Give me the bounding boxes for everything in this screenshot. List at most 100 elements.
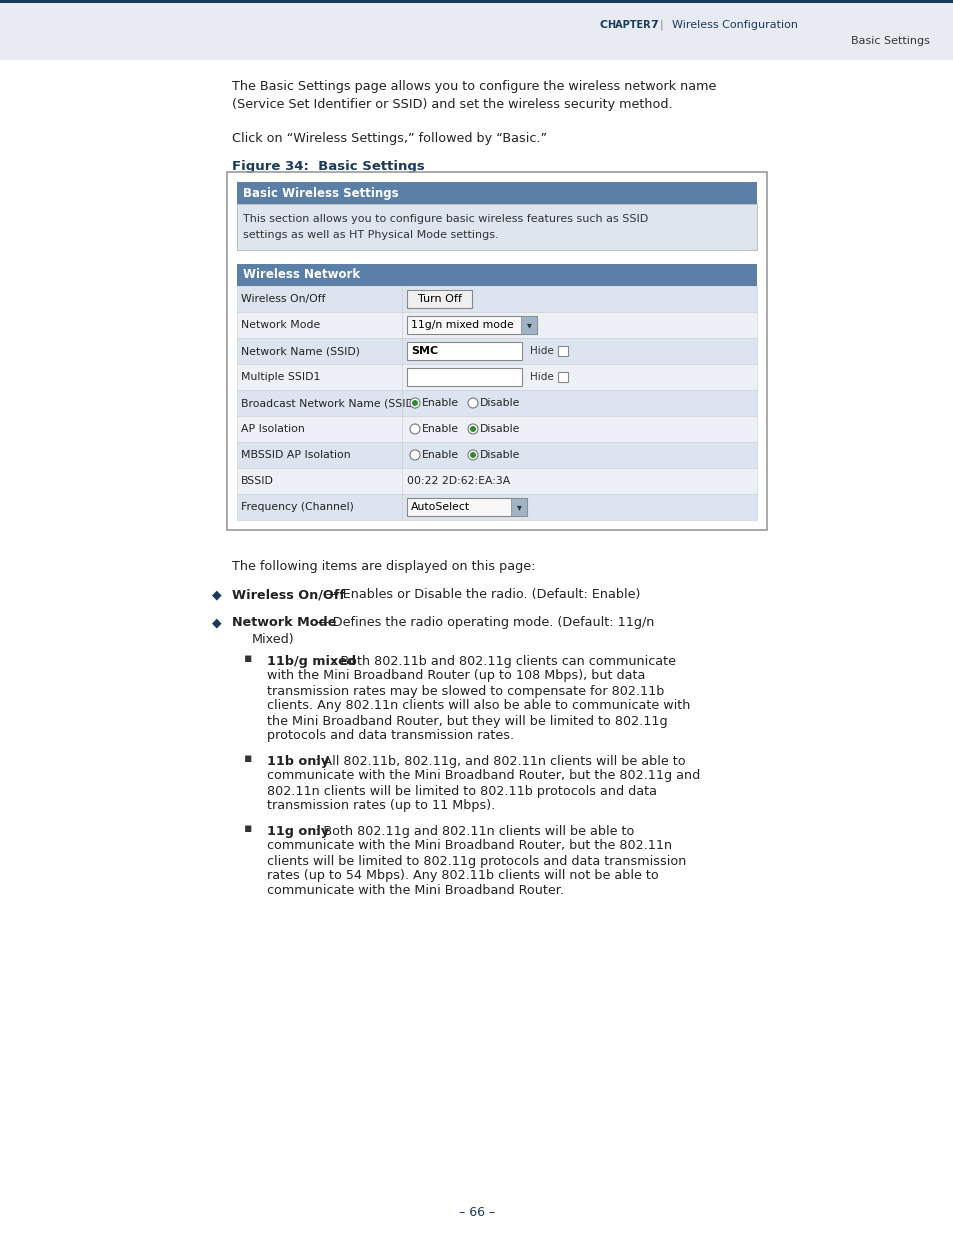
Bar: [401, 494, 757, 520]
Text: BSSID: BSSID: [241, 475, 274, 487]
Bar: [407, 498, 526, 516]
Text: Broadcast Network Name (SSID): Broadcast Network Name (SSID): [241, 398, 417, 408]
Text: 11b/g mixed: 11b/g mixed: [267, 655, 355, 667]
Text: communicate with the Mini Broadband Router, but the 802.11g and: communicate with the Mini Broadband Rout…: [267, 769, 700, 783]
Text: protocols and data transmission rates.: protocols and data transmission rates.: [267, 730, 514, 742]
Text: communicate with the Mini Broadband Router, but the 802.11n: communicate with the Mini Broadband Rout…: [267, 840, 672, 852]
Text: ◆: ◆: [212, 616, 221, 629]
Bar: [407, 316, 537, 333]
Text: settings as well as HT Physical Mode settings.: settings as well as HT Physical Mode set…: [243, 230, 498, 240]
Text: 11g only: 11g only: [267, 825, 329, 837]
Text: Wireless On/Off: Wireless On/Off: [241, 294, 325, 304]
Bar: [407, 290, 472, 308]
Text: AP Isolation: AP Isolation: [241, 424, 304, 433]
Text: Hide: Hide: [530, 372, 553, 382]
Bar: [0, 0, 953, 2]
Bar: [401, 468, 757, 494]
Text: clients will be limited to 802.11g protocols and data transmission: clients will be limited to 802.11g proto…: [267, 855, 685, 867]
Circle shape: [410, 424, 419, 433]
Bar: [236, 416, 401, 442]
Text: Enable: Enable: [421, 424, 458, 433]
Text: 7: 7: [649, 20, 657, 30]
Bar: [511, 498, 526, 516]
Circle shape: [410, 450, 419, 459]
Text: ▪: ▪: [244, 752, 253, 766]
Text: : All 802.11b, 802.11g, and 802.11n clients will be able to: : All 802.11b, 802.11g, and 802.11n clie…: [314, 755, 684, 767]
Text: — Defines the radio operating mode. (Default: 11g/n: — Defines the radio operating mode. (Def…: [312, 616, 654, 629]
Text: 802.11n clients will be limited to 802.11b protocols and data: 802.11n clients will be limited to 802.1…: [267, 784, 657, 798]
Bar: [236, 442, 401, 468]
Bar: [407, 342, 521, 359]
Text: Network Name (SSID): Network Name (SSID): [241, 346, 359, 356]
Text: rates (up to 54 Mbps). Any 802.11b clients will not be able to: rates (up to 54 Mbps). Any 802.11b clien…: [267, 869, 659, 883]
Bar: [236, 264, 757, 287]
Circle shape: [470, 452, 476, 458]
Text: Basic Wireless Settings: Basic Wireless Settings: [243, 186, 398, 200]
Text: 00:22 2D:62:EA:3A: 00:22 2D:62:EA:3A: [407, 475, 510, 487]
Text: Enable: Enable: [421, 450, 458, 459]
Text: – 66 –: – 66 –: [458, 1207, 495, 1219]
Text: Network Mode: Network Mode: [232, 616, 336, 629]
Bar: [236, 204, 757, 249]
Text: : Both 802.11b and 802.11g clients can communicate: : Both 802.11b and 802.11g clients can c…: [332, 655, 676, 667]
Text: Hide: Hide: [530, 346, 553, 356]
Circle shape: [410, 398, 419, 408]
Text: clients. Any 802.11n clients will also be able to communicate with: clients. Any 802.11n clients will also b…: [267, 699, 690, 713]
Text: Enable: Enable: [421, 398, 458, 408]
Text: ◆: ◆: [212, 588, 221, 601]
Text: Figure 34:  Basic Settings: Figure 34: Basic Settings: [232, 161, 424, 173]
Bar: [236, 287, 401, 312]
Text: ▾: ▾: [526, 320, 531, 330]
Bar: [401, 390, 757, 416]
Bar: [236, 468, 401, 494]
Text: the Mini Broadband Router, but they will be limited to 802.11g: the Mini Broadband Router, but they will…: [267, 715, 667, 727]
Text: transmission rates (up to 11 Mbps).: transmission rates (up to 11 Mbps).: [267, 799, 495, 813]
Text: Basic Settings: Basic Settings: [850, 36, 929, 46]
Circle shape: [468, 398, 477, 408]
Text: HAPTER: HAPTER: [606, 20, 650, 30]
Text: Disable: Disable: [479, 424, 519, 433]
Bar: [236, 494, 401, 520]
Text: ▪: ▪: [244, 823, 253, 836]
Bar: [401, 442, 757, 468]
Text: communicate with the Mini Broadband Router.: communicate with the Mini Broadband Rout…: [267, 884, 563, 898]
Text: ▪: ▪: [244, 652, 253, 666]
Text: : Both 802.11g and 802.11n clients will be able to: : Both 802.11g and 802.11n clients will …: [314, 825, 634, 837]
Text: SMC: SMC: [411, 346, 437, 356]
Bar: [407, 368, 521, 387]
Text: Mixed): Mixed): [252, 632, 294, 646]
Circle shape: [412, 400, 417, 406]
Bar: [401, 287, 757, 312]
Text: AutoSelect: AutoSelect: [411, 501, 470, 513]
Text: Disable: Disable: [479, 398, 519, 408]
Text: The Basic Settings page allows you to configure the wireless network name: The Basic Settings page allows you to co…: [232, 80, 716, 93]
Text: Click on “Wireless Settings,” followed by “Basic.”: Click on “Wireless Settings,” followed b…: [232, 132, 547, 144]
Circle shape: [470, 426, 476, 432]
Text: 11g/n mixed mode: 11g/n mixed mode: [411, 320, 514, 330]
Bar: [0, 0, 953, 61]
Circle shape: [468, 450, 477, 459]
Bar: [558, 346, 567, 356]
Bar: [236, 338, 401, 364]
Bar: [236, 312, 401, 338]
Text: ▾: ▾: [516, 501, 521, 513]
Text: Wireless Configuration: Wireless Configuration: [671, 20, 797, 30]
Text: Network Mode: Network Mode: [241, 320, 320, 330]
Bar: [558, 372, 567, 382]
Text: C: C: [599, 20, 607, 30]
Bar: [520, 316, 537, 333]
Text: |: |: [659, 20, 663, 30]
Bar: [227, 172, 766, 530]
Circle shape: [468, 424, 477, 433]
Text: with the Mini Broadband Router (up to 108 Mbps), but data: with the Mini Broadband Router (up to 10…: [267, 669, 644, 683]
Text: Wireless Network: Wireless Network: [243, 268, 359, 282]
Bar: [236, 390, 401, 416]
Bar: [401, 364, 757, 390]
Bar: [401, 338, 757, 364]
Text: transmission rates may be slowed to compensate for 802.11b: transmission rates may be slowed to comp…: [267, 684, 663, 698]
Text: MBSSID AP Isolation: MBSSID AP Isolation: [241, 450, 351, 459]
Bar: [401, 312, 757, 338]
Text: 11b only: 11b only: [267, 755, 329, 767]
Text: Multiple SSID1: Multiple SSID1: [241, 372, 320, 382]
Text: The following items are displayed on this page:: The following items are displayed on thi…: [232, 559, 535, 573]
